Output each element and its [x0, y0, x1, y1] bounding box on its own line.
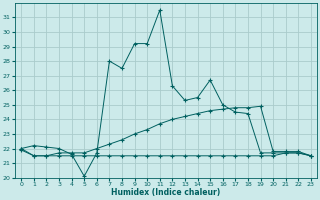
X-axis label: Humidex (Indice chaleur): Humidex (Indice chaleur): [111, 188, 221, 197]
